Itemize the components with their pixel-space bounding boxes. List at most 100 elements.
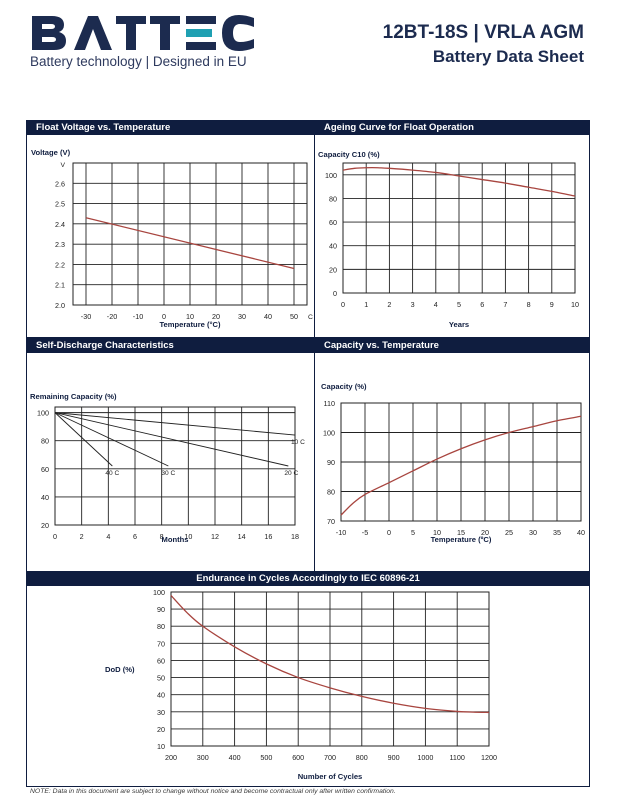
series-line-40c: [54, 412, 113, 467]
x-tick-label: 400: [229, 753, 241, 762]
panel-title-capacity-temperature: Capacity vs. Temperature: [315, 339, 589, 353]
y-axis-label: DoD (%): [105, 665, 135, 674]
series-label: 10 C: [291, 439, 305, 446]
y-unit-mark: V: [60, 162, 65, 169]
x-tick-label: 2: [387, 300, 391, 309]
x-tick-label: 4: [434, 300, 438, 309]
y-tick-label: 0: [333, 289, 337, 298]
x-tick-label: 35: [553, 528, 561, 537]
x-tick-label: 8: [527, 300, 531, 309]
y-tick-label: 80: [329, 194, 337, 203]
x-tick-label: 0: [341, 300, 345, 309]
plot-frame: [340, 402, 582, 522]
x-tick-label: 15: [457, 528, 465, 537]
y-axis-label: Capacity C10 (%): [318, 150, 380, 159]
y-axis-label: Capacity (%): [321, 382, 367, 391]
x-tick-label: 5: [457, 300, 461, 309]
x-tick-label: 20: [481, 528, 489, 537]
y-tick-label: 2.0: [55, 301, 65, 310]
panel-float-voltage: Float Voltage vs. Temperature -30 -20 -10 0…: [26, 120, 316, 338]
x-tick-label: 1200: [481, 753, 497, 762]
x-tick-label: 20: [212, 312, 220, 321]
x-tick-label: -20: [107, 312, 117, 321]
x-tick-label: 0: [387, 528, 391, 537]
x-tick-label: 6: [133, 532, 137, 541]
y-tick-label: 60: [41, 465, 49, 474]
y-tick-label: 90: [157, 605, 165, 614]
y-tick-label: 2.2: [55, 260, 65, 269]
panel-title-self-discharge: Self-Discharge Characteristics: [27, 339, 315, 353]
y-tick-label: 10: [157, 742, 165, 751]
y-tick-label: 40: [41, 493, 49, 502]
y-tick-label: 2.1: [55, 281, 65, 290]
chart-endurance-cycles: 200 300 400 500 600 700 800 900 1000 1100 1200 10 20…: [105, 588, 497, 781]
y-tick-label: 2.3: [55, 240, 65, 249]
y-tick-label: 100: [325, 171, 337, 180]
y-axis-label: Remaining Capacity (%): [30, 392, 117, 401]
x-axis-label: Number of Cycles: [298, 772, 363, 781]
y-tick-label: 30: [157, 708, 165, 717]
y-tick-label: 100: [323, 429, 335, 438]
y-tick-label: 60: [329, 218, 337, 227]
panel-capacity-temperature: Capacity vs. Temperature -10 -5 0 5 10 15 20 25…: [314, 338, 590, 572]
x-axis-label: Years: [449, 320, 469, 329]
x-tick-label: 30: [529, 528, 537, 537]
x-tick-label: 40: [577, 528, 585, 537]
x-tick-label: 10: [184, 532, 192, 541]
series-label: 30 C: [161, 470, 175, 477]
x-axis-label: Months: [162, 535, 189, 544]
x-tick-label: 600: [292, 753, 304, 762]
series-line: [170, 594, 490, 714]
x-tick-label: 0: [53, 532, 57, 541]
x-tick-label: 14: [238, 532, 246, 541]
brand-logo: Battery technology | Designed in EU: [30, 12, 290, 72]
x-tick-label: 800: [356, 753, 368, 762]
chart-self-discharge: 0 2 4 6 8 10 12 14 16 18 20 40 60 80 100 Remaining Capa…: [30, 392, 305, 544]
series-label: 40 C: [105, 470, 119, 477]
x-tick-label: 1: [364, 300, 368, 309]
y-tick-label: 40: [157, 691, 165, 700]
y-tick-label: 2.5: [55, 200, 65, 209]
panel-title-float-voltage: Float Voltage vs. Temperature: [27, 121, 315, 135]
y-tick-label: 50: [157, 674, 165, 683]
series-line: [85, 217, 295, 270]
x-tick-label: 0: [162, 312, 166, 321]
x-tick-label: 7: [503, 300, 507, 309]
x-tick-label: 16: [264, 532, 272, 541]
brand-tagline: Battery technology | Designed in EU: [30, 54, 247, 69]
x-tick-label: 18: [291, 532, 299, 541]
y-tick-label: 70: [157, 639, 165, 648]
series-line: [340, 415, 582, 516]
x-tick-label: 50: [290, 312, 298, 321]
y-tick-label: 20: [41, 521, 49, 530]
x-tick-label: 1000: [417, 753, 433, 762]
x-axis-label: Temperature (ºC): [431, 535, 492, 544]
document-type-title: Battery Data Sheet: [432, 47, 584, 66]
series-line: [342, 167, 576, 197]
series-line-30c: [54, 412, 169, 467]
x-tick-label: 10: [186, 312, 194, 321]
chart-float-voltage: -30 -20 -10 0 10 20 30 40 50 2.0 2.1 2.2 2.3 2.4 2.5 2.…: [31, 148, 313, 329]
panel-endurance-cycles: Endurance in Cycles Accordingly to IEC 6…: [26, 571, 590, 787]
series-line-20c: [54, 412, 289, 467]
y-tick-label: 80: [157, 622, 165, 631]
footer-note: NOTE: Data in this document are subject …: [30, 788, 396, 795]
y-tick-label: 2.6: [55, 179, 65, 188]
y-tick-label: 70: [327, 517, 335, 526]
y-tick-label: 40: [329, 242, 337, 251]
y-tick-label: 20: [329, 265, 337, 274]
series-label: 20 C: [284, 470, 298, 477]
x-tick-label: 4: [106, 532, 110, 541]
y-tick-label: 20: [157, 725, 165, 734]
y-tick-label: 90: [327, 458, 335, 467]
panel-self-discharge: Self-Discharge Characteristics 0 2 4 6 8 10 12…: [26, 338, 316, 572]
product-model-title: 12BT-18S | VRLA AGM: [382, 22, 584, 43]
x-tick-label: -5: [362, 528, 368, 537]
x-tick-label: 3: [411, 300, 415, 309]
x-tick-label: 2: [80, 532, 84, 541]
x-tick-label: 200: [165, 753, 177, 762]
panel-ageing-curve: Ageing Curve for Float Operation 0 1 2 3 4 5 6…: [314, 120, 590, 338]
x-tick-label: 5: [411, 528, 415, 537]
y-tick-label: 110: [324, 399, 335, 408]
